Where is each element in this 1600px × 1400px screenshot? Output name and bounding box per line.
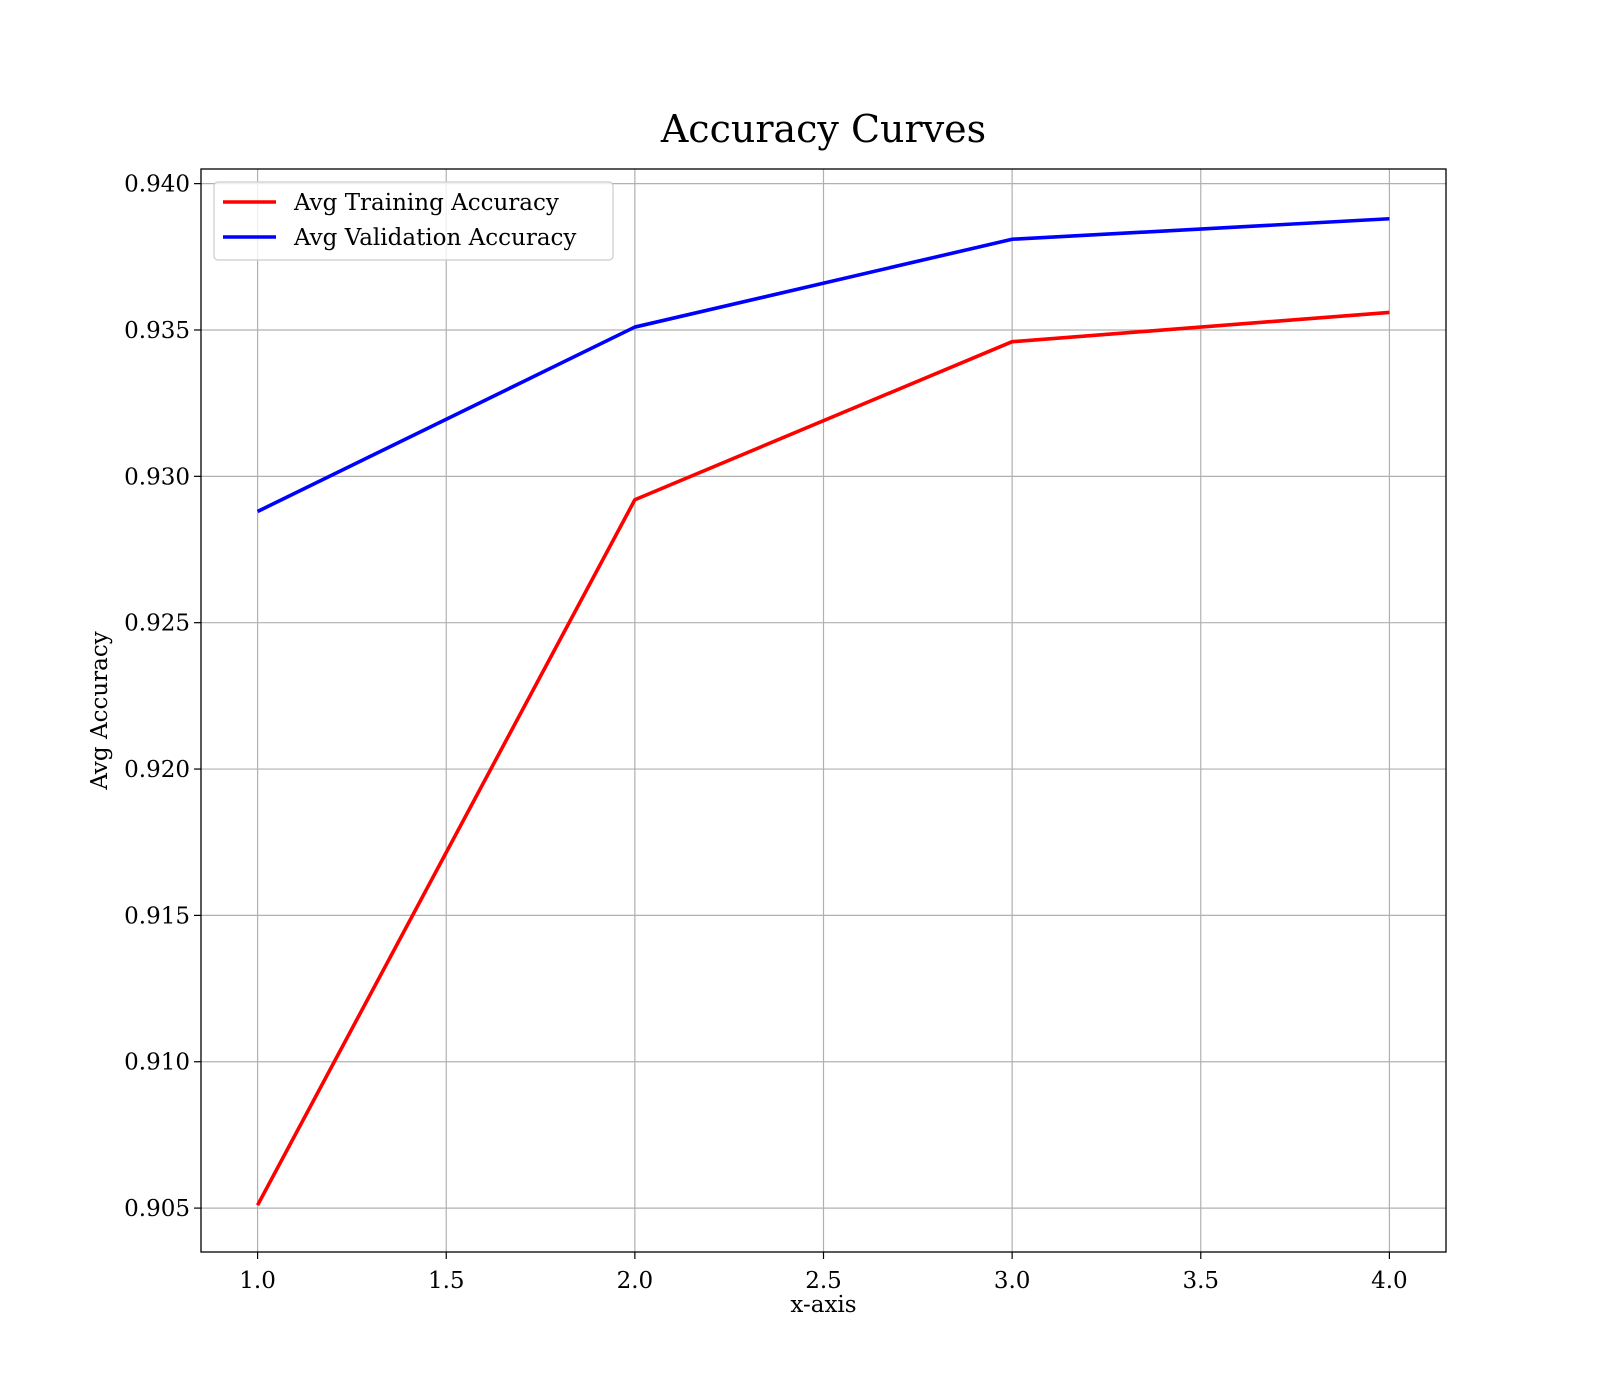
- legend-label-training: Avg Training Accuracy: [293, 190, 559, 216]
- y-axis-ticks: 0.905 0.910 0.915 0.920 0.925 0.930 0.935 0.940: [124, 172, 201, 1222]
- y-tick-label: 0.940: [124, 172, 190, 198]
- x-tick-label: 2.0: [617, 1268, 654, 1294]
- legend-label-validation: Avg Validation Accuracy: [293, 225, 576, 251]
- x-tick-label: 4.0: [1371, 1268, 1408, 1294]
- y-tick-label: 0.925: [124, 611, 190, 637]
- x-tick-label: 1.0: [239, 1268, 276, 1294]
- x-tick-label: 2.5: [805, 1268, 842, 1294]
- grid: [201, 169, 1446, 1252]
- x-tick-label: 3.5: [1182, 1268, 1219, 1294]
- legend: Avg Training Accuracy Avg Validation Acc…: [213, 181, 614, 261]
- series-lines: [256, 216, 1390, 1207]
- x-axis-label: x-axis: [790, 1292, 856, 1318]
- y-tick-label: 0.910: [124, 1050, 190, 1076]
- chart-title: Accuracy Curves: [660, 107, 986, 151]
- y-tick-label: 0.905: [124, 1196, 190, 1222]
- x-tick-label: 1.5: [428, 1268, 465, 1294]
- y-axis-label: Avg Accuracy: [87, 631, 113, 790]
- y-tick-label: 0.915: [124, 903, 190, 929]
- y-tick-label: 0.935: [124, 318, 190, 344]
- series-line-training: [256, 310, 1390, 1207]
- legend-box: [213, 181, 614, 261]
- y-tick-label: 0.920: [124, 757, 190, 783]
- series-line-validation: [256, 216, 1390, 514]
- x-axis-ticks: 1.0 1.5 2.0 2.5 3.0 3.5 4.0: [239, 1252, 1408, 1294]
- x-tick-label: 3.0: [994, 1268, 1031, 1294]
- y-tick-label: 0.930: [124, 464, 190, 490]
